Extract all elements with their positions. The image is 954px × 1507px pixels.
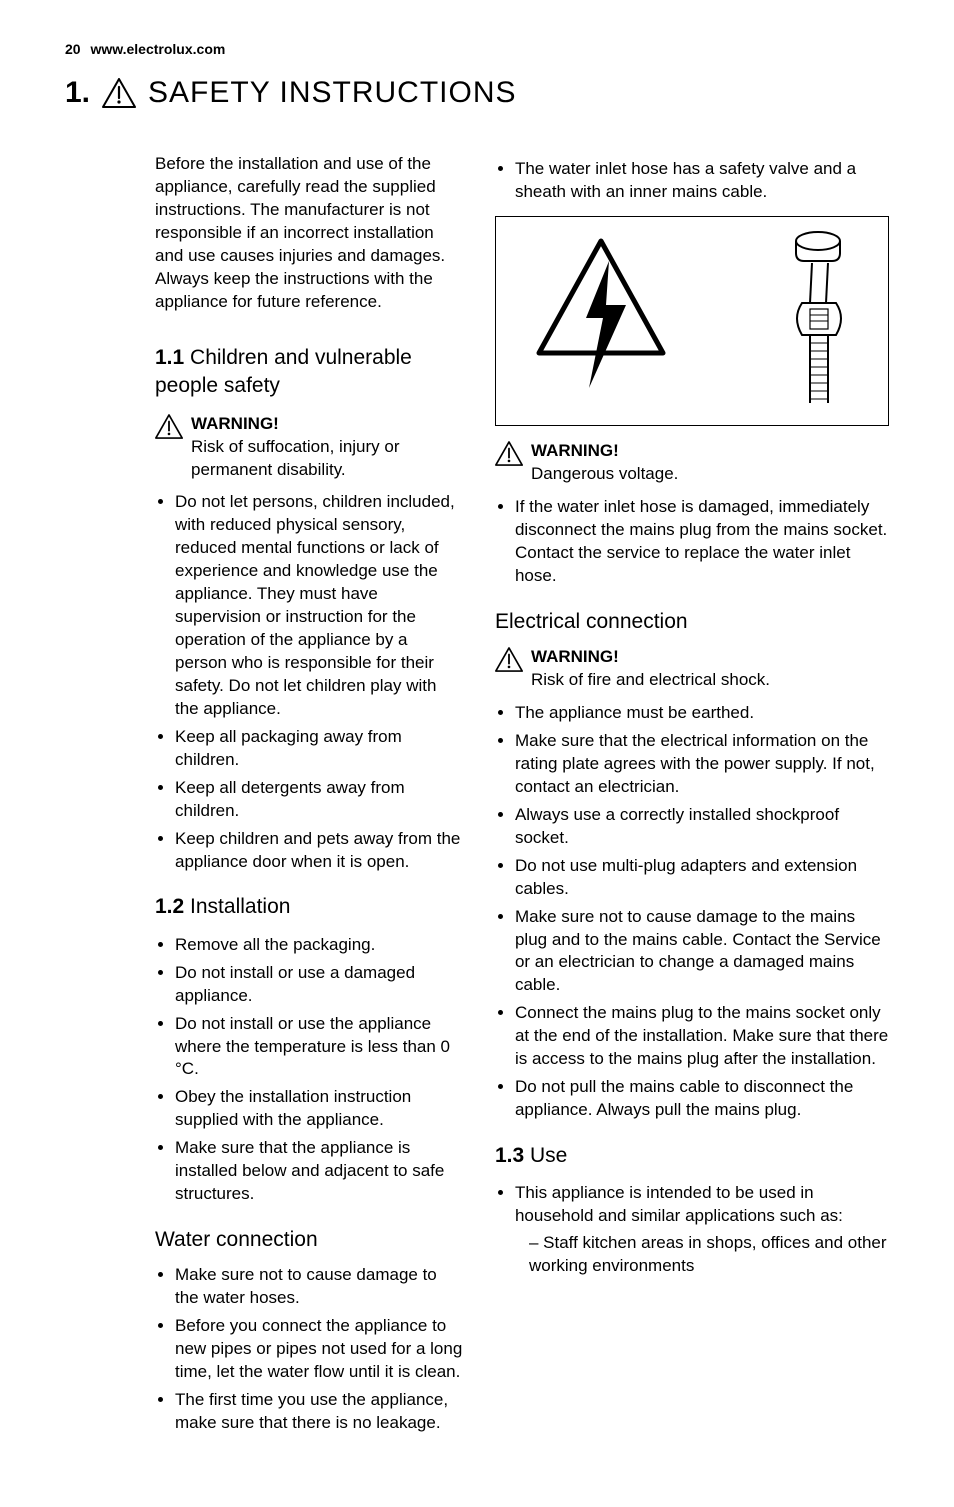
subsection-1-3-text: Use [530,1144,567,1167]
water-bullets-left: Make sure not to cause damage to the wat… [155,1264,463,1435]
list-item: Make sure that the appliance is installe… [175,1137,463,1206]
warning-icon [155,414,183,439]
list-item: Obey the installation instruction suppli… [175,1086,463,1132]
subsection-1-1-title: 1.1 Children and vulnerable people safet… [155,344,463,401]
water-connection-title: Water connection [155,1226,463,1254]
content-columns: Before the installation and use of the a… [65,153,889,1447]
danger-voltage-icon [531,233,671,410]
warning-icon [102,78,136,108]
list-item: Before you connect the appliance to new … [175,1315,463,1384]
list-item: If the water inlet hose is damaged, imme… [515,496,889,588]
list-item: Do not install or use the appliance wher… [175,1013,463,1082]
list-item: Make sure that the electrical informatio… [515,730,889,799]
s12-bullets: Remove all the packaging. Do not install… [155,934,463,1206]
intro-paragraph: Before the installation and use of the a… [155,153,463,314]
list-item: Remove all the packaging. [175,934,463,957]
subsection-1-2-title: 1.2 Installation [155,893,463,921]
column-left: Before the installation and use of the a… [65,153,463,1447]
subsection-1-2-num: 1.2 [155,895,184,918]
warning-text: WARNING! Risk of fire and electrical sho… [531,646,889,692]
column-right: The water inlet hose has a safety valve … [495,153,889,1447]
list-item: Make sure not to cause damage to the mai… [515,906,889,998]
electrical-connection-title: Electrical connection [495,608,889,636]
list-item: This appliance is intended to be used in… [515,1182,889,1278]
warning-1-1: WARNING! Risk of suffocation, injury or … [155,413,463,482]
subsection-1-3-num: 1.3 [495,1144,524,1167]
water-bullets-right-after: If the water inlet hose is damaged, imme… [495,496,889,588]
site-url: www.electrolux.com [90,41,225,57]
list-item: Keep all packaging away from children. [175,726,463,772]
list-item: Do not use multi-plug adapters and exten… [515,855,889,901]
warning-label: WARNING! [531,440,889,463]
s11-bullets: Do not let persons, children included, w… [155,491,463,873]
list-item: The appliance must be earthed. [515,702,889,725]
list-item: Do not pull the mains cable to disconnec… [515,1076,889,1122]
section-number: 1. [65,73,90,114]
page-header: 20 www.electrolux.com [65,40,889,59]
list-item: Always use a correctly installed shockpr… [515,804,889,850]
subsection-1-1-text: Children and vulnerable people safety [155,346,412,397]
subsection-1-1-num: 1.1 [155,346,184,369]
warning-label: WARNING! [531,646,889,669]
elec-bullets: The appliance must be earthed. Make sure… [495,702,889,1122]
warning-body: Risk of fire and electrical shock. [531,670,770,689]
s13-bullets: This appliance is intended to be used in… [495,1182,889,1278]
subsection-1-3-title: 1.3 Use [495,1142,889,1170]
warning-text: WARNING! Dangerous voltage. [531,440,889,486]
main-title: SAFETY INSTRUCTIONS [148,73,516,114]
warning-icon [495,441,523,466]
warning-voltage: WARNING! Dangerous voltage. [495,440,889,486]
list-item: Keep children and pets away from the app… [175,828,463,874]
warning-body: Dangerous voltage. [531,464,678,483]
list-item: The first time you use the appliance, ma… [175,1389,463,1435]
list-item: Do not install or use a damaged applianc… [175,962,463,1008]
sublist-item: Staff kitchen areas in shops, offices an… [529,1232,889,1278]
page-number: 20 [65,41,81,57]
warning-text: WARNING! Risk of suffocation, injury or … [191,413,463,482]
water-bullets-right-top: The water inlet hose has a safety valve … [495,158,889,204]
list-item: The water inlet hose has a safety valve … [515,158,889,204]
subsection-1-2-text: Installation [190,895,290,918]
list-item: Do not let persons, children included, w… [175,491,463,720]
list-item: Connect the mains plug to the mains sock… [515,1002,889,1071]
main-title-row: 1. SAFETY INSTRUCTIONS [65,73,889,114]
s13-lead: This appliance is intended to be used in… [515,1183,843,1225]
hose-illustration [732,223,852,420]
warning-icon [495,647,523,672]
hose-diagram [495,216,889,426]
warning-label: WARNING! [191,413,463,436]
warning-body: Risk of suffocation, injury or permanent… [191,437,400,479]
list-item: Make sure not to cause damage to the wat… [175,1264,463,1310]
s13-sublist: Staff kitchen areas in shops, offices an… [515,1232,889,1278]
warning-electrical: WARNING! Risk of fire and electrical sho… [495,646,889,692]
list-item: Keep all detergents away from children. [175,777,463,823]
